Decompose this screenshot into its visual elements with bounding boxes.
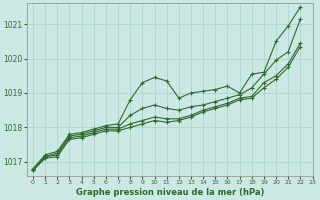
X-axis label: Graphe pression niveau de la mer (hPa): Graphe pression niveau de la mer (hPa) [76, 188, 264, 197]
